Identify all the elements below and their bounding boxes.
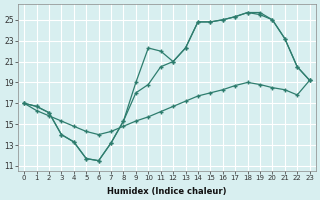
- X-axis label: Humidex (Indice chaleur): Humidex (Indice chaleur): [107, 187, 227, 196]
